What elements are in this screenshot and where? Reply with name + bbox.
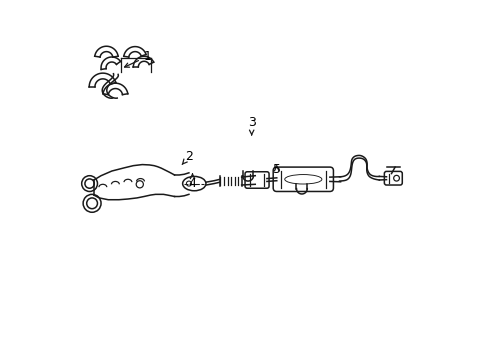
Text: 5: 5 bbox=[272, 163, 280, 176]
Text: 3: 3 bbox=[247, 116, 255, 135]
Text: 1: 1 bbox=[124, 50, 151, 67]
Text: 2: 2 bbox=[182, 150, 192, 165]
Text: 4: 4 bbox=[188, 174, 196, 190]
